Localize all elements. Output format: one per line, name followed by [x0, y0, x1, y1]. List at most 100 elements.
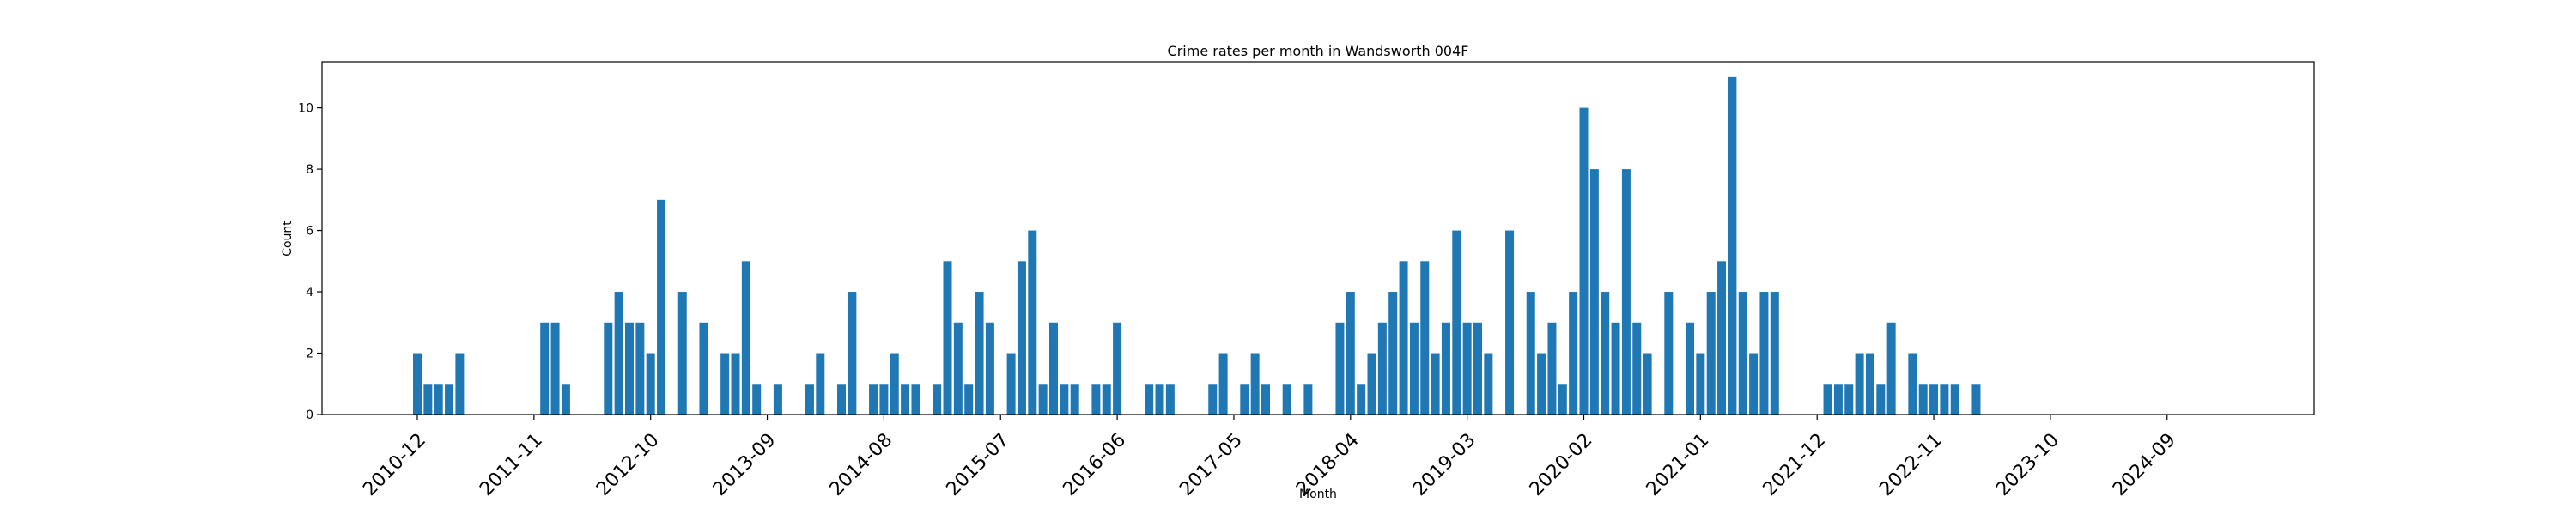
bar-2016-09	[1145, 384, 1154, 415]
bar-2015-11	[1038, 384, 1048, 415]
bar-2012-11	[657, 199, 666, 415]
bar-2018-06	[1367, 353, 1376, 415]
bar-2012-08	[625, 322, 634, 415]
bar-2022-07	[1886, 322, 1896, 415]
bar-2014-04	[837, 384, 846, 415]
bar-2019-10	[1537, 353, 1546, 415]
y-tick-label: 4	[306, 286, 313, 300]
bar-2011-04	[455, 353, 465, 415]
bar-2019-07	[1505, 230, 1515, 415]
bar-2014-10	[901, 384, 910, 415]
bar-2022-05	[1865, 353, 1874, 415]
bar-2018-11	[1420, 261, 1430, 415]
x-tick-label: 2021-12	[1759, 429, 1831, 500]
bar-2012-09	[635, 322, 645, 415]
bar-2015-05	[975, 292, 984, 415]
x-tick-label: 2012-10	[592, 429, 664, 500]
bar-2015-12	[1049, 322, 1058, 415]
y-tick-label: 8	[306, 163, 313, 177]
bar-2022-10	[1918, 384, 1928, 415]
bar-2018-09	[1399, 261, 1408, 415]
bar-2015-08	[1006, 353, 1016, 415]
bar-2011-02	[434, 384, 443, 415]
bar-2022-09	[1908, 353, 1917, 415]
bar-2014-07	[869, 384, 878, 415]
bar-2022-03	[1844, 384, 1854, 415]
x-tick-label: 2015-07	[943, 429, 1014, 500]
bar-2018-07	[1377, 322, 1387, 415]
x-tick-label: 2019-03	[1409, 429, 1480, 500]
bar-2020-04	[1601, 292, 1610, 415]
y-tick-label: 2	[306, 348, 313, 361]
bar-2016-05	[1102, 384, 1111, 415]
bar-2015-04	[964, 384, 974, 415]
bar-2020-12	[1686, 322, 1694, 415]
bar-2022-11	[1929, 384, 1939, 415]
bar-2022-04	[1855, 353, 1864, 415]
bar-2014-02	[816, 353, 825, 415]
bar-2021-05	[1738, 292, 1747, 415]
bar-2021-08	[1770, 292, 1779, 415]
bar-2012-01	[550, 322, 560, 415]
bar-2015-06	[985, 322, 994, 415]
x-tick-label: 2011-11	[476, 429, 547, 500]
bar-2013-06	[731, 353, 740, 415]
bar-2021-07	[1759, 292, 1769, 415]
y-tick-label: 10	[298, 102, 313, 116]
bar-2015-02	[943, 261, 952, 415]
bar-2017-07	[1250, 353, 1260, 415]
x-tick-label: 2022-11	[1875, 429, 1947, 500]
bar-2016-10	[1155, 384, 1164, 415]
bar-2010-12	[413, 353, 422, 415]
bar-2014-05	[848, 292, 857, 415]
bars-group	[413, 76, 1981, 415]
y-tick-label: 0	[306, 409, 313, 422]
y-axis-label: Count	[281, 221, 295, 257]
bar-2019-09	[1526, 292, 1535, 415]
bar-2016-11	[1165, 384, 1175, 415]
bar-2020-08	[1643, 353, 1652, 415]
x-tick-label: 2020-02	[1526, 429, 1597, 500]
bar-2012-06	[604, 322, 613, 415]
bar-2014-08	[879, 384, 889, 415]
bar-2018-10	[1409, 322, 1419, 415]
bar-2016-04	[1091, 384, 1101, 415]
bar-2020-01	[1569, 292, 1578, 415]
bar-2015-09	[1017, 261, 1026, 415]
bar-2016-02	[1070, 384, 1079, 415]
bar-2014-11	[911, 384, 920, 415]
bar-2016-01	[1060, 384, 1069, 415]
x-tick-label: 2010-12	[359, 429, 430, 500]
bar-2014-01	[805, 384, 814, 415]
bar-2021-03	[1717, 261, 1727, 415]
bar-2013-01	[677, 292, 687, 415]
x-axis-label: Month	[1299, 488, 1337, 501]
bar-2018-05	[1357, 384, 1366, 415]
bar-2015-03	[953, 322, 963, 415]
bar-2020-07	[1632, 322, 1642, 415]
bar-2017-08	[1261, 384, 1270, 415]
bar-2022-01	[1823, 384, 1832, 415]
bar-2017-12	[1303, 384, 1313, 415]
bar-2021-06	[1749, 353, 1759, 415]
chart-title: Crime rates per month in Wandsworth 004F	[1168, 43, 1469, 59]
bar-2011-03	[445, 384, 454, 415]
bar-2019-01	[1441, 322, 1450, 415]
bar-2019-04	[1473, 322, 1482, 415]
bar-2011-12	[540, 322, 550, 415]
bar-2018-04	[1346, 292, 1355, 415]
y-axis: 0 2 4 6 8 10	[298, 102, 322, 422]
bar-2023-01	[1950, 384, 1959, 415]
x-tick-label: 2017-05	[1176, 429, 1247, 500]
bar-2019-05	[1484, 353, 1493, 415]
bar-2018-03	[1335, 322, 1345, 415]
bar-2020-02	[1579, 107, 1589, 415]
bar-2013-10	[773, 384, 782, 415]
x-tick-label: 2021-01	[1643, 429, 1714, 500]
x-tick-label: 2016-06	[1059, 429, 1130, 500]
bar-2013-07	[741, 261, 750, 415]
bar-2019-12	[1558, 384, 1567, 415]
x-axis: 2010-12 2011-11 2012-10 2013-09 2014-08 2015-…	[359, 415, 2180, 500]
bar-2012-07	[614, 292, 623, 415]
